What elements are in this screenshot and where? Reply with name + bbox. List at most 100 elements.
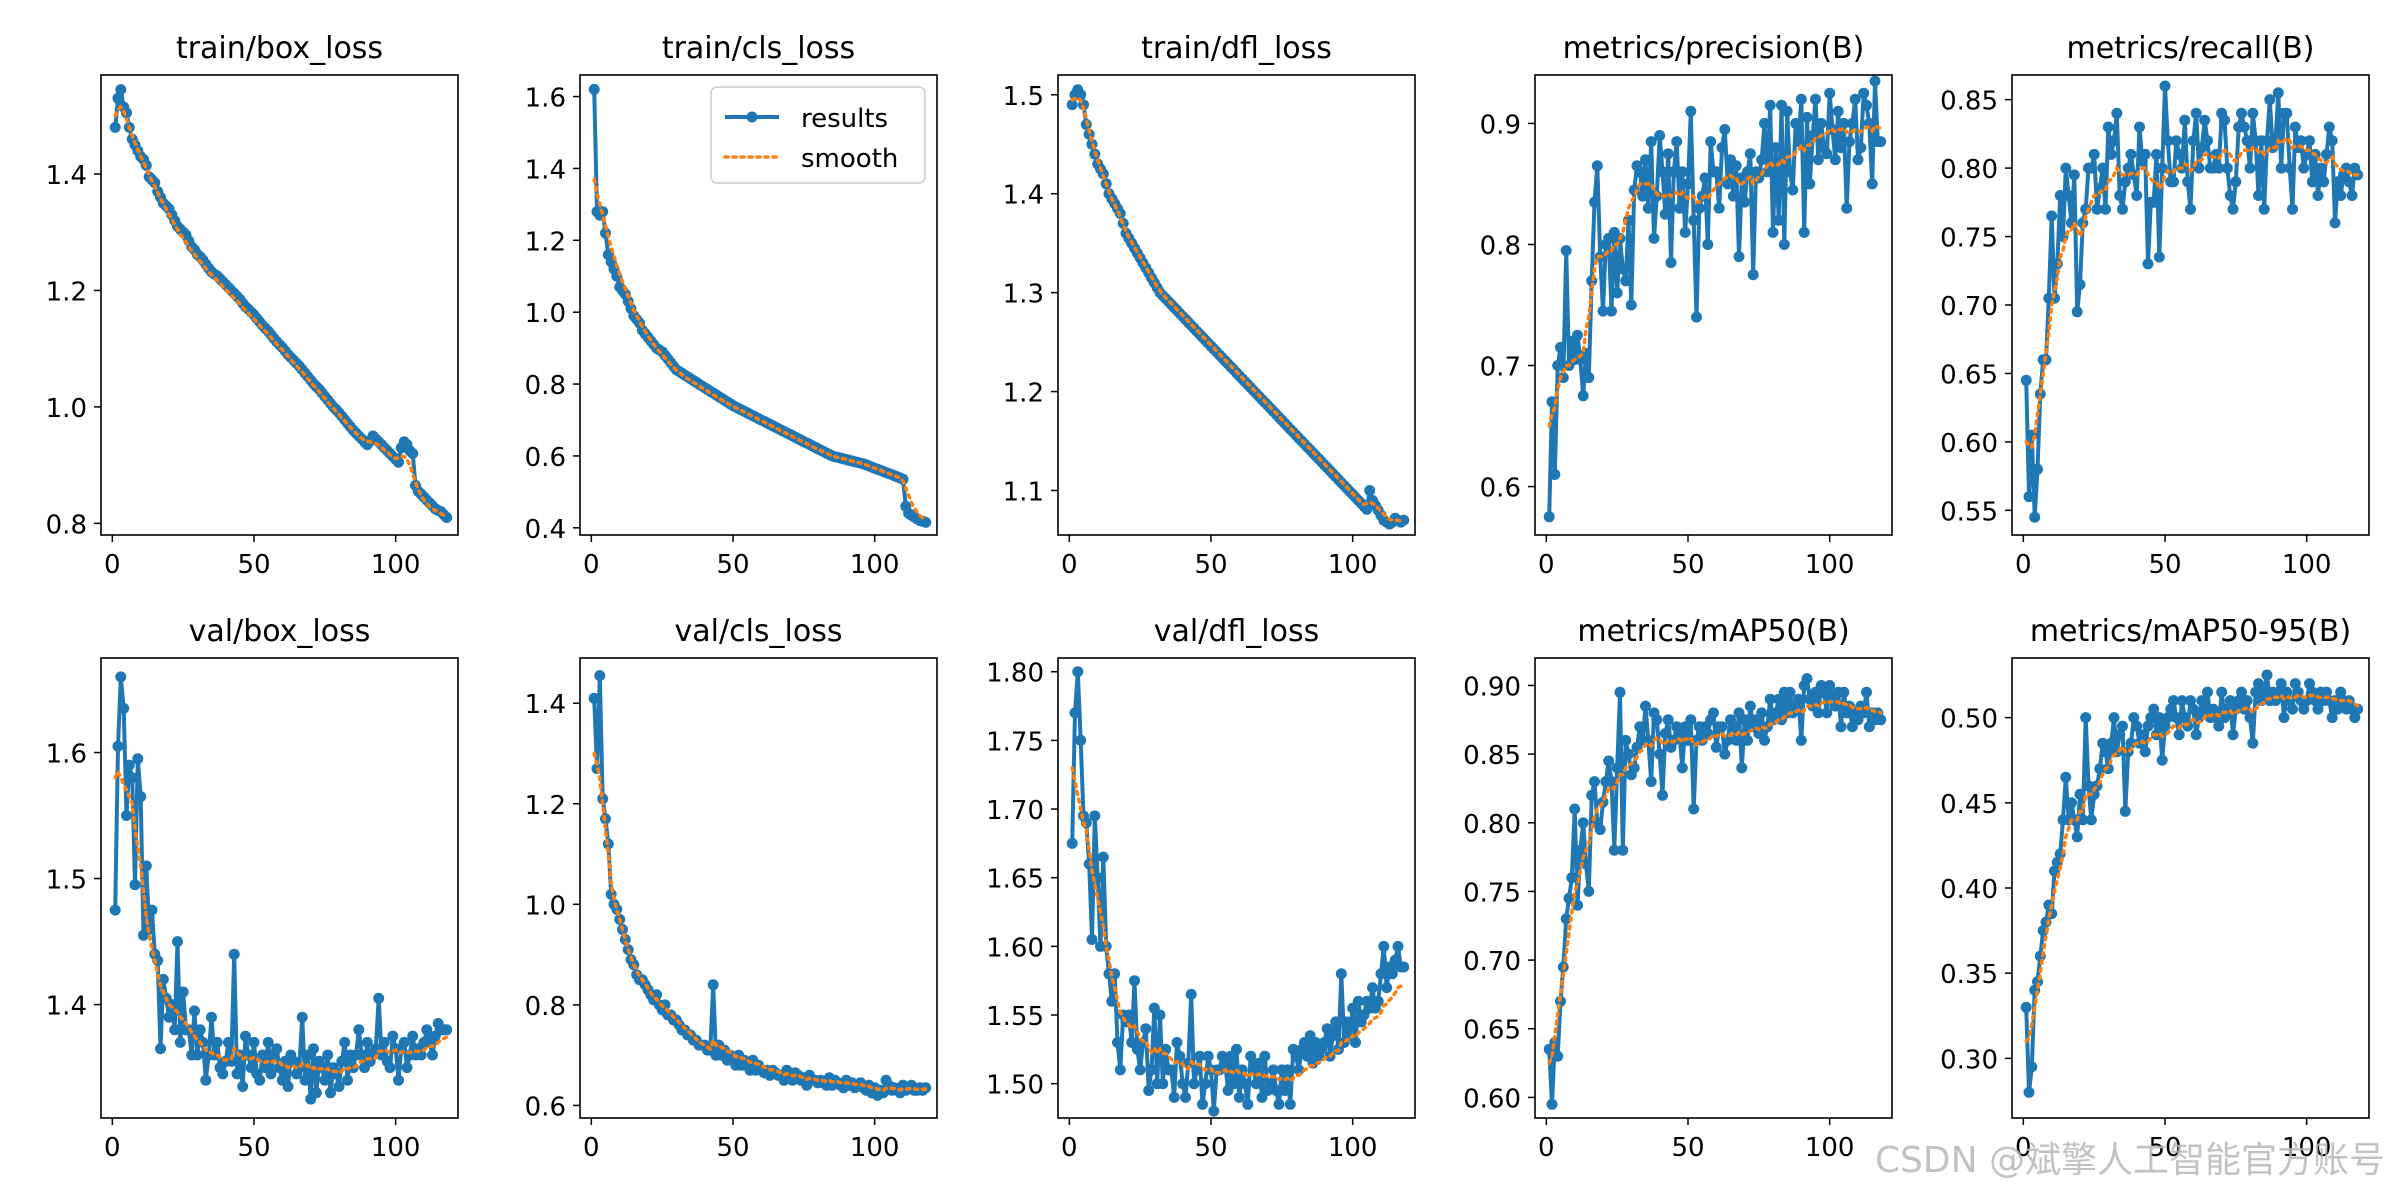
y-tick-label: 1.2 xyxy=(46,277,87,307)
series-line-smooth xyxy=(592,751,928,1093)
data-point-results xyxy=(1577,817,1589,829)
y-tick-label: 0.35 xyxy=(1940,960,1998,990)
data-point-results xyxy=(1642,202,1654,214)
data-point-results xyxy=(2275,162,2287,174)
data-point-results xyxy=(1398,514,1410,526)
data-point-results xyxy=(407,1030,419,1042)
axes-frame xyxy=(2011,657,2370,1119)
data-point-results xyxy=(1708,707,1719,719)
data-point-results xyxy=(2304,135,2315,147)
data-point-results xyxy=(384,1062,396,1074)
data-point-results xyxy=(1790,117,1802,129)
data-point-results xyxy=(2088,148,2100,160)
data-point-results xyxy=(421,1024,433,1036)
data-point-results xyxy=(2213,162,2225,174)
data-point-results xyxy=(1821,707,1833,719)
y-tick-label: 1.80 xyxy=(986,659,1044,689)
data-point-results xyxy=(2119,176,2131,188)
data-point-results xyxy=(1072,666,1084,678)
data-point-results xyxy=(427,1049,438,1061)
data-point-results xyxy=(1066,837,1078,849)
data-point-results xyxy=(2182,176,2194,188)
y-tick-label: 1.6 xyxy=(525,84,566,114)
x-tick-label: 50 xyxy=(716,1133,749,1163)
data-point-results xyxy=(2023,491,2035,503)
y-tick-label: 1.55 xyxy=(986,1002,1044,1032)
data-point-results xyxy=(1861,99,1872,111)
data-point-results xyxy=(2202,135,2213,147)
data-point-results xyxy=(1770,142,1782,154)
y-tick-label: 0.4 xyxy=(525,515,566,545)
data-point-results xyxy=(2074,279,2086,290)
data-point-results xyxy=(1372,995,1384,1007)
axes-frame xyxy=(100,74,459,536)
data-point-results xyxy=(441,1024,453,1036)
data-point-results xyxy=(2213,720,2225,732)
data-point-results xyxy=(1625,299,1637,311)
y-tick-label: 1.5 xyxy=(46,866,87,896)
plot-area xyxy=(1543,673,1887,1110)
data-point-results xyxy=(1693,202,1705,214)
data-point-results xyxy=(1810,93,1821,105)
data-point-results xyxy=(1744,148,1756,160)
y-tick-label: 0.6 xyxy=(1480,474,1521,504)
data-point-results xyxy=(2230,176,2242,188)
data-point-results xyxy=(2236,107,2247,119)
data-point-results xyxy=(115,671,127,683)
data-point-results xyxy=(1250,1078,1262,1090)
data-point-results xyxy=(1617,263,1629,275)
data-point-results xyxy=(2329,217,2341,229)
data-point-results xyxy=(2275,678,2287,690)
plot-area xyxy=(1543,75,1887,523)
data-point-results xyxy=(1688,214,1700,226)
legend-box xyxy=(710,86,926,184)
data-point-results xyxy=(2060,771,2072,783)
data-point-results xyxy=(2023,1086,2035,1098)
data-point-results xyxy=(1821,148,1833,160)
data-point-results xyxy=(194,1024,206,1036)
data-point-results xyxy=(1089,810,1101,822)
x-tick-label: 50 xyxy=(2148,550,2181,580)
data-point-results xyxy=(1239,1078,1251,1090)
data-point-results xyxy=(2335,190,2347,201)
data-point-results xyxy=(1378,940,1390,952)
data-point-results xyxy=(1730,160,1742,172)
data-point-results xyxy=(2063,190,2075,201)
data-point-results xyxy=(2318,176,2330,188)
data-point-results xyxy=(1861,686,1872,698)
data-point-results xyxy=(1719,748,1731,760)
data-point-results xyxy=(2071,306,2083,318)
data-point-results xyxy=(121,810,132,821)
y-tick-label: 1.0 xyxy=(525,299,566,329)
data-point-results xyxy=(1778,239,1790,250)
plot-area xyxy=(2020,669,2364,1098)
data-point-results xyxy=(2304,678,2315,690)
data-point-results xyxy=(1188,1078,1200,1090)
data-point-results xyxy=(1143,1085,1155,1096)
y-tick-label: 0.45 xyxy=(1940,790,1998,820)
data-point-results xyxy=(1270,1085,1282,1096)
data-point-results xyxy=(2281,107,2293,119)
data-point-results xyxy=(140,860,152,872)
watermark-text: CSDN @斌擎人工智能官方账号 xyxy=(1875,1140,2385,1181)
data-point-results xyxy=(2153,712,2165,724)
data-point-results xyxy=(1245,1050,1257,1062)
data-point-results xyxy=(2108,712,2120,724)
data-point-results xyxy=(707,979,719,991)
data-point-results xyxy=(1273,1098,1285,1110)
y-tick-label: 0.8 xyxy=(525,371,566,401)
data-point-results xyxy=(2247,107,2259,119)
data-point-results xyxy=(109,121,121,133)
data-point-results xyxy=(1710,741,1722,753)
data-point-results xyxy=(1793,693,1804,705)
y-tick-label: 0.75 xyxy=(1940,224,1998,254)
data-point-results xyxy=(1552,1050,1564,1062)
data-point-results xyxy=(2026,1061,2038,1073)
data-point-results xyxy=(1583,885,1595,897)
y-tick-label: 0.7 xyxy=(1480,353,1521,383)
data-point-results xyxy=(611,903,623,915)
data-point-results xyxy=(308,1043,319,1055)
data-point-results xyxy=(1685,714,1697,726)
